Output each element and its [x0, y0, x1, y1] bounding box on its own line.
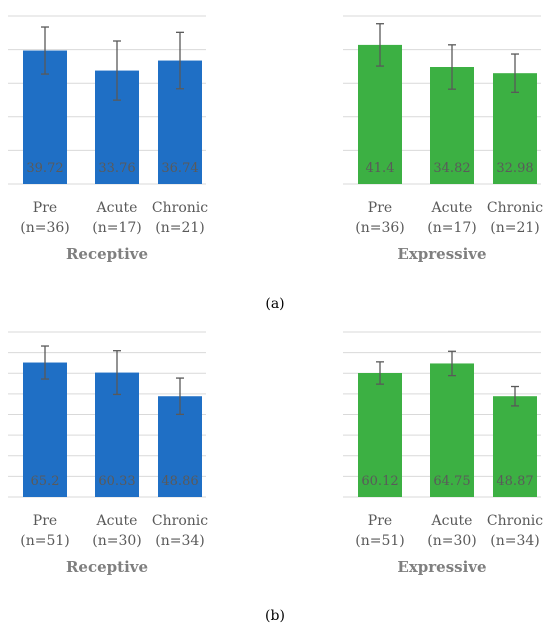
x-tick-label: Acute	[431, 513, 473, 529]
data-label: 48.87	[496, 474, 533, 489]
x-tick-count: (n=21)	[490, 220, 540, 236]
panel-title: Expressive	[397, 245, 486, 263]
x-tick-count: (n=36)	[20, 220, 70, 236]
x-tick-count: (n=34)	[490, 533, 540, 549]
chart-panel-3: 65.2 Pre (n=51) 60.33 Acute (n=30) 48.86 Chroni…	[8, 331, 208, 576]
subfigure-label-b: (b)	[265, 608, 285, 624]
chart-panel-4: 60.12 Pre (n=51) 64.75 Acute (n=30) 48.87 Chron…	[343, 331, 543, 576]
x-tick-label: Pre	[368, 200, 392, 216]
x-tick-count: (n=51)	[355, 533, 405, 549]
data-label: 33.76	[98, 161, 135, 176]
panel-title: Expressive	[397, 558, 486, 576]
x-tick-label: Chronic	[152, 200, 208, 216]
data-label: 34.82	[433, 161, 470, 176]
bar-pre	[23, 362, 67, 497]
x-tick-label: Pre	[33, 513, 57, 529]
subfigure-label-a: (a)	[265, 296, 284, 312]
x-tick-label: Acute	[431, 200, 473, 216]
panel-title: Receptive	[66, 558, 148, 576]
data-label: 36.74	[161, 161, 198, 176]
x-tick-label: Acute	[96, 513, 138, 529]
x-tick-count: (n=34)	[155, 533, 205, 549]
data-label: 65.2	[31, 474, 60, 489]
x-tick-count: (n=30)	[427, 533, 477, 549]
x-tick-count: (n=36)	[355, 220, 405, 236]
x-tick-label: Chronic	[487, 200, 543, 216]
data-label: 41.4	[366, 161, 395, 176]
bar-pre	[358, 373, 402, 497]
x-tick-count: (n=51)	[20, 533, 70, 549]
data-label: 48.86	[161, 474, 198, 489]
x-tick-label: Pre	[368, 513, 392, 529]
data-label: 39.72	[26, 161, 63, 176]
data-label: 60.12	[361, 474, 398, 489]
x-tick-count: (n=21)	[155, 220, 205, 236]
x-tick-label: Acute	[96, 200, 138, 216]
chart-panel-2: 41.4 Pre (n=36) 34.82 Acute (n=17) 32.98 Chroni…	[343, 15, 543, 263]
bar-chronic	[493, 396, 537, 497]
bar-pre	[358, 44, 402, 185]
x-tick-label: Chronic	[152, 513, 208, 529]
x-tick-label: Chronic	[487, 513, 543, 529]
x-tick-label: Pre	[33, 200, 57, 216]
data-label: 64.75	[433, 474, 470, 489]
x-tick-count: (n=17)	[427, 220, 477, 236]
x-tick-count: (n=30)	[92, 533, 142, 549]
data-label: 32.98	[496, 161, 533, 176]
data-label: 60.33	[98, 474, 135, 489]
bar-acute	[430, 363, 474, 497]
x-tick-count: (n=17)	[92, 220, 142, 236]
chart-panel-1: 39.72 Pre (n=36) 33.76 Acute (n=17) 36.74 Chron…	[8, 15, 208, 263]
panel-title: Receptive	[66, 245, 148, 263]
